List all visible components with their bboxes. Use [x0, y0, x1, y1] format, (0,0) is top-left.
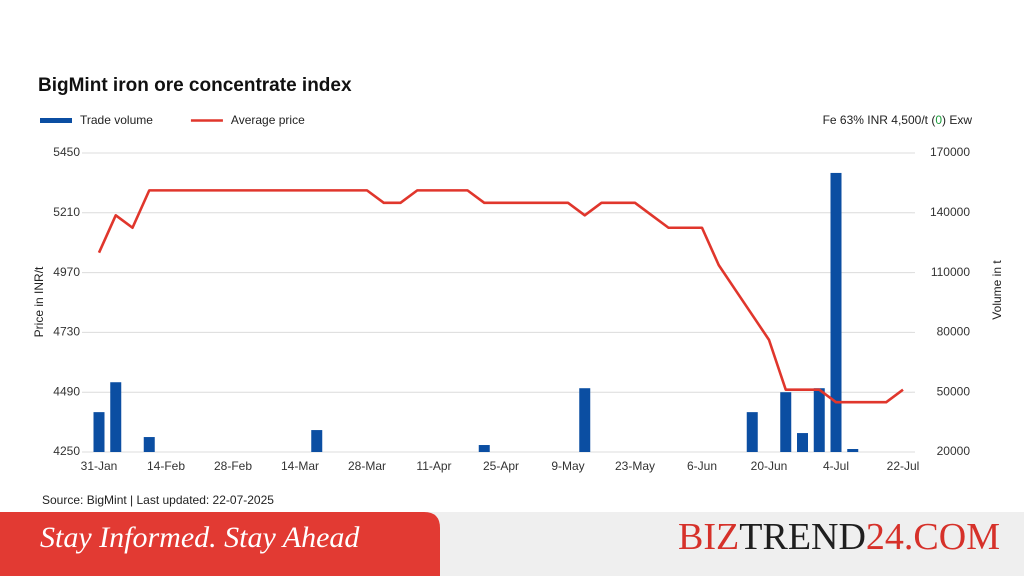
volume-bar [813, 388, 825, 452]
brand: BIZTREND24.COM [678, 516, 1000, 558]
y-axis-label: Price in INR/t [32, 266, 46, 337]
y2-tick-label: 80000 [937, 325, 971, 339]
source-note: Source: BigMint | Last updated: 22-07-20… [42, 493, 274, 507]
volume-bar [311, 430, 323, 452]
y2-tick-label: 170000 [930, 145, 970, 159]
annotation-text: ) Exw [942, 113, 972, 127]
chart-title: BigMint iron ore concentrate index [38, 75, 352, 96]
y2-tick-label: 20000 [937, 444, 971, 458]
brand-part: BIZ [678, 516, 739, 558]
annotation-text: Fe 63% INR 4,500/t ( [823, 113, 936, 127]
legend-label: Trade volume [80, 113, 153, 127]
volume-bar [93, 412, 105, 452]
y2-tick-label: 140000 [930, 205, 970, 219]
y-tick-label: 4730 [53, 325, 80, 339]
brand-part: 24.COM [866, 516, 1000, 558]
x-tick-label: 14-Feb [147, 459, 185, 473]
x-tick-label: 6-Jun [687, 459, 717, 473]
y-tick-label: 5450 [53, 145, 80, 159]
y-tick-label: 4490 [53, 384, 80, 398]
volume-bar [579, 388, 591, 452]
volume-bar [780, 392, 792, 452]
legend-label: Average price [231, 113, 305, 127]
banner-tag-shape [0, 512, 440, 576]
volume-bar [746, 412, 758, 452]
y2-axis-label: Volume in t [990, 260, 1004, 320]
y-tick-label: 4250 [53, 444, 80, 458]
volume-bar [797, 433, 808, 452]
volume-bar [110, 382, 122, 452]
x-tick-label: 28-Mar [348, 459, 386, 473]
x-tick-label: 4-Jul [823, 459, 849, 473]
x-tick-label: 22-Jul [887, 459, 920, 473]
x-tick-label: 14-Mar [281, 459, 319, 473]
legend-swatch [40, 118, 72, 123]
annotation-change: 0 [935, 113, 942, 127]
x-tick-label: 23-May [615, 459, 655, 473]
y-tick-label: 4970 [53, 265, 80, 279]
brand-part: TREND [739, 516, 866, 558]
volume-bar [478, 445, 490, 452]
x-tick-label: 28-Feb [214, 459, 252, 473]
y-tick-label: 5210 [53, 205, 80, 219]
y2-tick-label: 110000 [931, 265, 970, 279]
volume-bar [830, 172, 842, 452]
annotation: Fe 63% INR 4,500/t (0) Exw [823, 113, 973, 127]
volume-bar [143, 437, 155, 452]
x-tick-label: 9-May [551, 459, 584, 473]
x-tick-label: 20-Jun [751, 459, 788, 473]
banner-tagline: Stay Informed. Stay Ahead [40, 521, 360, 554]
volume-bar [847, 449, 859, 452]
y2-tick-label: 50000 [937, 384, 971, 398]
x-tick-label: 11-Apr [416, 459, 451, 473]
price-line [97, 189, 904, 404]
x-tick-label: 25-Apr [483, 459, 519, 473]
x-tick-label: 31-Jan [81, 459, 118, 473]
